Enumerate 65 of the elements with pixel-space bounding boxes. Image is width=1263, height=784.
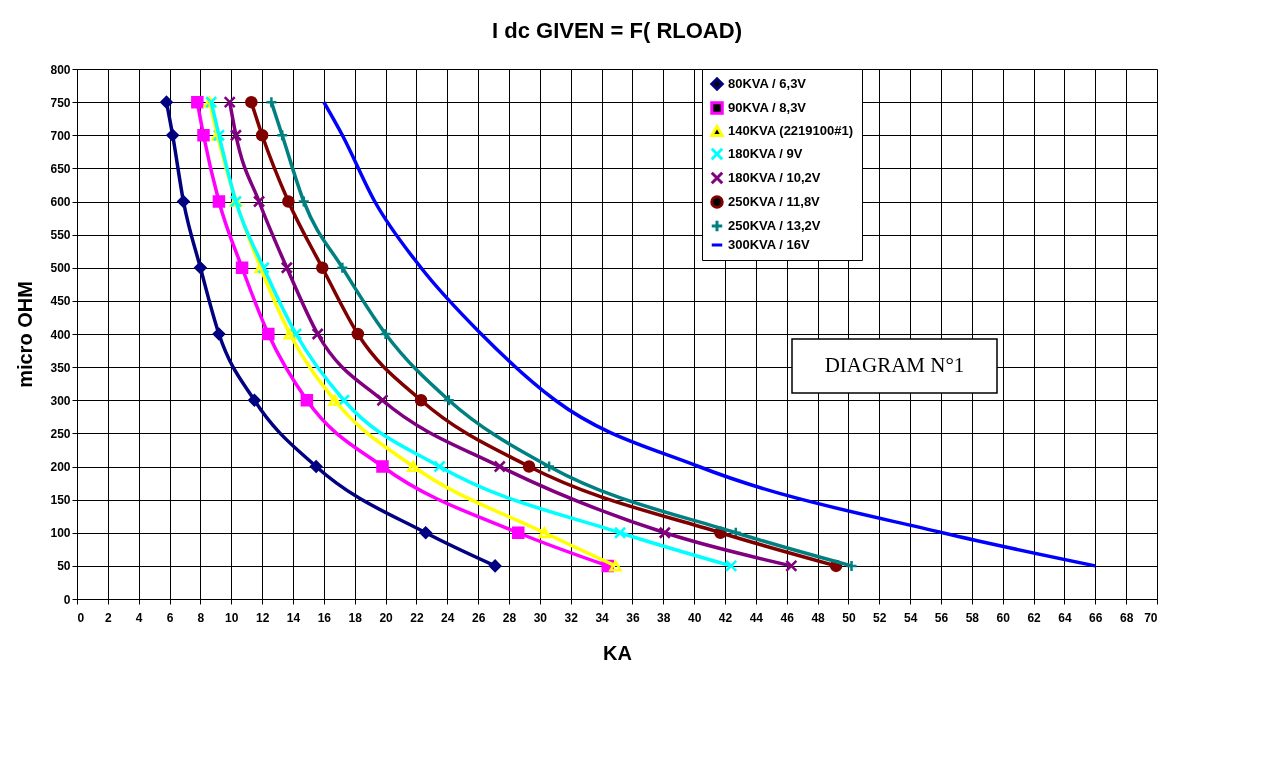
legend-label: 140KVA (2219100#1) xyxy=(728,123,854,138)
y-tick-label: 650 xyxy=(50,161,71,176)
x-tick-label: 6 xyxy=(166,610,174,625)
x-tick-label: 56 xyxy=(934,610,949,625)
y-axis-title: micro OHM xyxy=(14,281,37,388)
x-tick-label: 28 xyxy=(502,610,517,625)
x-axis-title: KA xyxy=(603,641,632,664)
y-tick-label: 100 xyxy=(50,526,71,541)
x-tick-label: 34 xyxy=(595,610,610,625)
legend-label: 80KVA / 6,3V xyxy=(728,76,807,91)
legend-label: 180KVA / 10,2V xyxy=(728,170,821,185)
x-tick-label: 60 xyxy=(996,610,1011,625)
x-tick-label: 62 xyxy=(1027,610,1042,625)
x-tick-label: 58 xyxy=(965,610,980,625)
x-tick-label: 0 xyxy=(77,610,85,625)
legend-label: 90KVA / 8,3V xyxy=(728,100,807,115)
y-tick-label: 800 xyxy=(50,62,71,77)
x-tick-label: 16 xyxy=(317,610,332,625)
x-tick-label: 38 xyxy=(657,610,671,625)
legend-label: 250KVA / 13,2V xyxy=(728,218,821,233)
y-tick-label: 150 xyxy=(50,493,71,508)
y-tick-label: 450 xyxy=(50,294,71,309)
legend-label: 300KVA / 16V xyxy=(728,237,810,252)
chart-title: I dc GIVEN = F( RLOAD) xyxy=(492,18,742,43)
y-tick-label: 550 xyxy=(50,228,71,243)
y-tick-label: 700 xyxy=(50,128,71,143)
x-tick-label: 36 xyxy=(626,610,640,625)
annotation: DIAGRAM N°1 xyxy=(824,353,965,377)
y-tick-label: 200 xyxy=(50,460,71,474)
x-tick-label: 2 xyxy=(105,610,113,625)
x-tick-label: 10 xyxy=(225,610,239,625)
x-tick-label: 42 xyxy=(718,610,733,625)
x-tick-label: 40 xyxy=(687,610,702,625)
x-tick-label: 32 xyxy=(564,610,579,625)
x-tick-label: 14 xyxy=(286,610,301,625)
x-tick-label: 22 xyxy=(410,610,424,625)
x-tick-label: 54 xyxy=(903,610,918,625)
x-tick-label: 52 xyxy=(873,610,887,625)
x-tick-label: 66 xyxy=(1089,610,1103,625)
x-tick-label: 20 xyxy=(379,610,394,625)
x-tick-label: 26 xyxy=(471,610,486,625)
y-tick-label: 350 xyxy=(50,360,71,375)
y-tick-label: 0 xyxy=(63,592,71,607)
y-tick-label: 250 xyxy=(50,426,71,441)
x-tick-label: 4 xyxy=(135,610,143,625)
x-tick-label: 48 xyxy=(811,610,826,625)
y-tick-label: 750 xyxy=(50,95,71,110)
x-tick-label: 64 xyxy=(1058,610,1072,625)
x-tick-label: 24 xyxy=(441,610,455,625)
x-tick-label: 70 xyxy=(1144,610,1158,625)
x-tick-label: 44 xyxy=(749,610,764,625)
x-tick-label: 50 xyxy=(842,610,856,625)
legend-label: 180KVA / 9V xyxy=(728,146,803,161)
legend-label: 250KVA / 11,8V xyxy=(728,194,821,209)
y-tick-label: 500 xyxy=(50,261,71,276)
x-tick-label: 30 xyxy=(533,610,548,625)
y-tick-label: 50 xyxy=(57,559,71,574)
x-tick-label: 12 xyxy=(255,610,270,625)
y-tick-label: 400 xyxy=(50,327,71,342)
x-tick-label: 46 xyxy=(780,610,795,625)
x-tick-label: 18 xyxy=(348,610,363,625)
x-tick-label: 68 xyxy=(1119,610,1134,625)
y-tick-label: 300 xyxy=(50,393,71,408)
x-tick-label: 8 xyxy=(197,610,205,625)
y-tick-label: 600 xyxy=(50,195,71,209)
